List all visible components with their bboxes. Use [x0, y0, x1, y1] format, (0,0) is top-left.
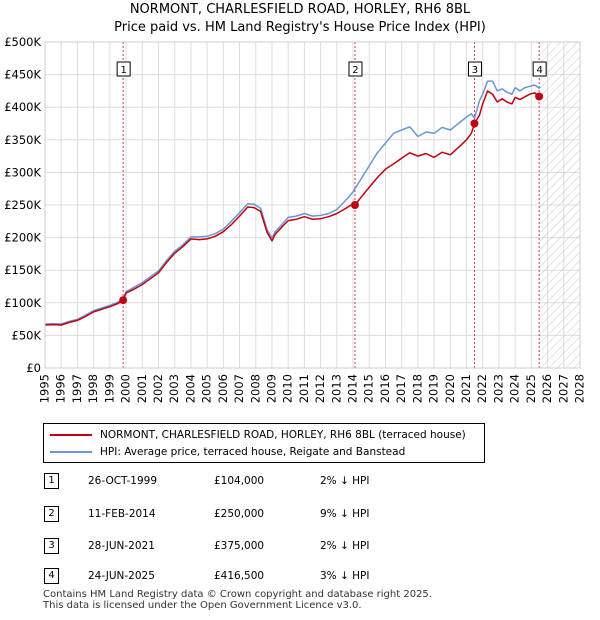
transaction-date: 28-JUN-2021: [88, 540, 155, 552]
x-tick-label: 2014: [346, 374, 360, 403]
legend-item-property: NORMONT, CHARLESFIELD ROAD, HORLEY, RH6 …: [50, 428, 466, 442]
x-tick-label: 2004: [183, 374, 197, 403]
footer-attribution: Contains HM Land Registry data © Crown c…: [43, 589, 432, 611]
x-tick-label: 2013: [329, 374, 343, 403]
y-tick-label: £100K: [4, 296, 41, 310]
x-tick-label: 2016: [378, 374, 392, 403]
x-tick-label: 2007: [232, 374, 246, 403]
transaction-number: 2: [44, 506, 59, 522]
x-tick-label: 2017: [394, 374, 408, 403]
transaction-price: £416,500: [214, 570, 265, 582]
sale-label-box: [467, 61, 482, 77]
sale-label-number: 2: [352, 65, 358, 76]
plot-frame: [44, 41, 581, 369]
y-tick-label: £350K: [4, 133, 41, 147]
sale-label-box: [532, 61, 547, 77]
transaction-hpi: 3% ↓ HPI: [320, 570, 370, 582]
transaction-date: 26-OCT-1999: [88, 475, 157, 487]
sale-label-number: 3: [472, 65, 478, 76]
projection-hatch: [539, 42, 580, 368]
sale-marker: [350, 201, 359, 209]
transaction-hpi: 2% ↓ HPI: [320, 475, 370, 487]
footer-line-1: Contains HM Land Registry data © Crown c…: [43, 589, 432, 600]
sale-marker: [535, 92, 544, 101]
x-tick-label: 2010: [281, 374, 295, 403]
transaction-hpi: 2% ↓ HPI: [320, 540, 370, 552]
legend-item-hpi: HPI: Average price, terraced house, Reig…: [50, 445, 405, 459]
transaction-number: 4: [44, 568, 59, 584]
x-tick-label: 2011: [297, 374, 311, 403]
transaction-hpi: 9% ↓ HPI: [320, 508, 370, 520]
series-line-hpi: [44, 80, 541, 325]
x-tick-label: 2027: [556, 374, 570, 403]
y-tick-label: £200K: [4, 231, 41, 245]
x-tick-label: 2018: [410, 374, 424, 403]
transaction-date: 11-FEB-2014: [88, 508, 156, 520]
x-tick-label: 2006: [216, 374, 230, 403]
y-tick-label: £400K: [4, 100, 41, 114]
y-tick-label: £500K: [4, 35, 41, 49]
x-tick-label: 2008: [248, 374, 262, 403]
y-tick-label: £50K: [12, 328, 42, 342]
table-row: 1 26-OCT-1999 £104,000 2% ↓ HPI: [40, 469, 440, 491]
transaction-price: £375,000: [214, 540, 265, 552]
y-tick-label: £300K: [4, 165, 41, 179]
sale-marker: [470, 119, 479, 128]
series-line-property: [44, 90, 541, 326]
table-row: 2 11-FEB-2014 £250,000 9% ↓ HPI: [40, 502, 440, 524]
sale-label-number: 4: [536, 65, 542, 76]
sale-marker: [119, 296, 128, 305]
x-tick-label: 1998: [86, 374, 100, 403]
x-tick-label: 1996: [54, 374, 68, 403]
x-tick-label: 2023: [491, 374, 505, 403]
transaction-number: 3: [44, 538, 59, 554]
x-tick-label: 2015: [362, 374, 376, 403]
x-tick-label: 2021: [459, 374, 473, 403]
table-row: 3 28-JUN-2021 £375,000 2% ↓ HPI: [40, 534, 440, 556]
chart-legend: NORMONT, CHARLESFIELD ROAD, HORLEY, RH6 …: [43, 423, 485, 463]
x-tick-label: 2003: [167, 374, 181, 403]
legend-swatch-hpi: [50, 451, 92, 453]
x-tick-label: 2028: [573, 374, 587, 403]
legend-label-property: NORMONT, CHARLESFIELD ROAD, HORLEY, RH6 …: [100, 429, 466, 441]
x-tick-label: 2026: [540, 374, 554, 403]
x-tick-label: 2000: [119, 374, 133, 403]
y-tick-label: £150K: [4, 263, 41, 277]
transaction-number: 1: [44, 473, 59, 489]
x-tick-label: 2022: [475, 374, 489, 403]
chart-subtitle: Price paid vs. HM Land Registry's House …: [114, 20, 486, 35]
x-tick-label: 1995: [38, 374, 52, 403]
x-tick-label: 2024: [508, 374, 522, 403]
table-row: 4 24-JUN-2025 £416,500 3% ↓ HPI: [40, 564, 440, 586]
x-tick-label: 2005: [200, 374, 214, 403]
x-tick-label: 2012: [313, 374, 327, 403]
x-tick-label: 1999: [102, 374, 116, 403]
x-tick-label: 2002: [151, 374, 165, 403]
transaction-price: £104,000: [214, 475, 265, 487]
price-chart: 1 2 3 4 £0 £50K £100K £150K £200K £250K £300K £350…: [4, 35, 587, 403]
y-tick-label: £450K: [4, 68, 41, 82]
x-tick-label: 2009: [264, 374, 278, 403]
x-tick-label: 2020: [443, 374, 457, 403]
x-tick-label: 2025: [524, 374, 538, 403]
sale-label-number: 1: [120, 65, 126, 76]
legend-swatch-property: [50, 434, 92, 436]
legend-label-hpi: HPI: Average price, terraced house, Reig…: [100, 446, 406, 458]
footer-line-2: This data is licensed under the Open Gov…: [43, 600, 362, 611]
x-tick-label: 2019: [427, 374, 441, 403]
chart-title: NORMONT, CHARLESFIELD ROAD, HORLEY, RH6 …: [129, 2, 471, 17]
transaction-date: 24-JUN-2025: [88, 570, 155, 582]
x-tick-label: 2001: [135, 374, 149, 403]
y-tick-label: £250K: [4, 198, 41, 212]
sale-label-box: [116, 61, 131, 77]
transaction-price: £250,000: [214, 508, 265, 520]
x-tick-label: 1997: [70, 374, 84, 403]
sale-label-box: [348, 61, 363, 77]
y-tick-label: £0: [26, 361, 41, 375]
